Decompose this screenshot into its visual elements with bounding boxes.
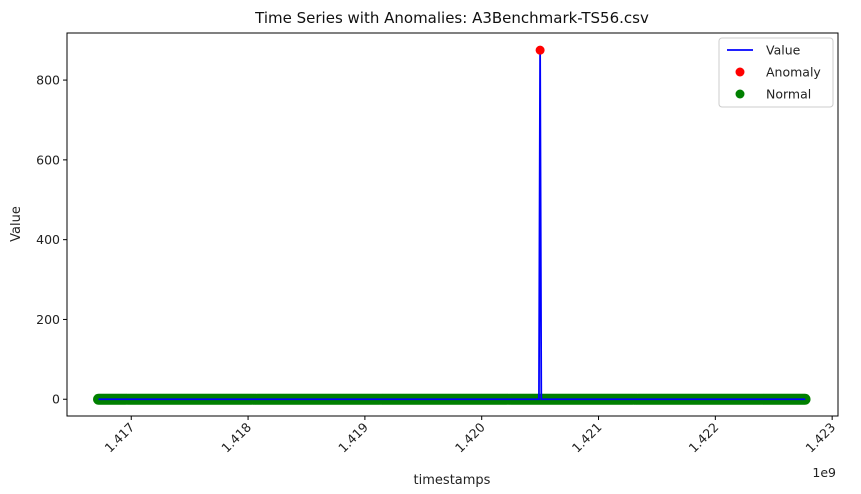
plot-area: 0 200 400 600 800 1.417 1.418 1.419 1.420 1.421 1.… [36, 32, 839, 456]
x-tick-label: 1.418 [218, 419, 254, 455]
y-tick-label: 0 [52, 392, 60, 407]
y-axis-label: Value [9, 206, 24, 242]
x-axis-label: timestamps [414, 473, 491, 488]
x-axis-offset-label: 1e9 [812, 465, 836, 480]
y-tick-label: 400 [36, 232, 60, 247]
x-tick-label: 1.422 [686, 420, 722, 456]
chart-title: Time Series with Anomalies: A3Benchmark-… [254, 9, 649, 27]
legend-dot-marker [735, 89, 745, 99]
legend-label: Anomaly [766, 65, 821, 80]
x-tick-label: 1.420 [452, 419, 488, 455]
value-series-line [98, 50, 806, 401]
legend-label: Normal [766, 87, 811, 102]
x-tick-label: 1.421 [569, 420, 605, 456]
legend-dot-marker [735, 67, 745, 77]
anomaly-point [535, 45, 545, 55]
x-tick-label: 1.423 [802, 420, 838, 456]
legend-box [718, 37, 834, 108]
y-tick-label: 800 [36, 73, 60, 88]
plot-frame [66, 32, 839, 417]
x-tick-label: 1.419 [335, 419, 371, 455]
y-tick-label: 200 [36, 312, 60, 327]
x-tick-label: 1.417 [101, 420, 137, 456]
legend: Value Anomaly Normal [718, 37, 834, 108]
y-tick-label: 600 [36, 152, 60, 167]
legend-label: Value [766, 43, 801, 58]
